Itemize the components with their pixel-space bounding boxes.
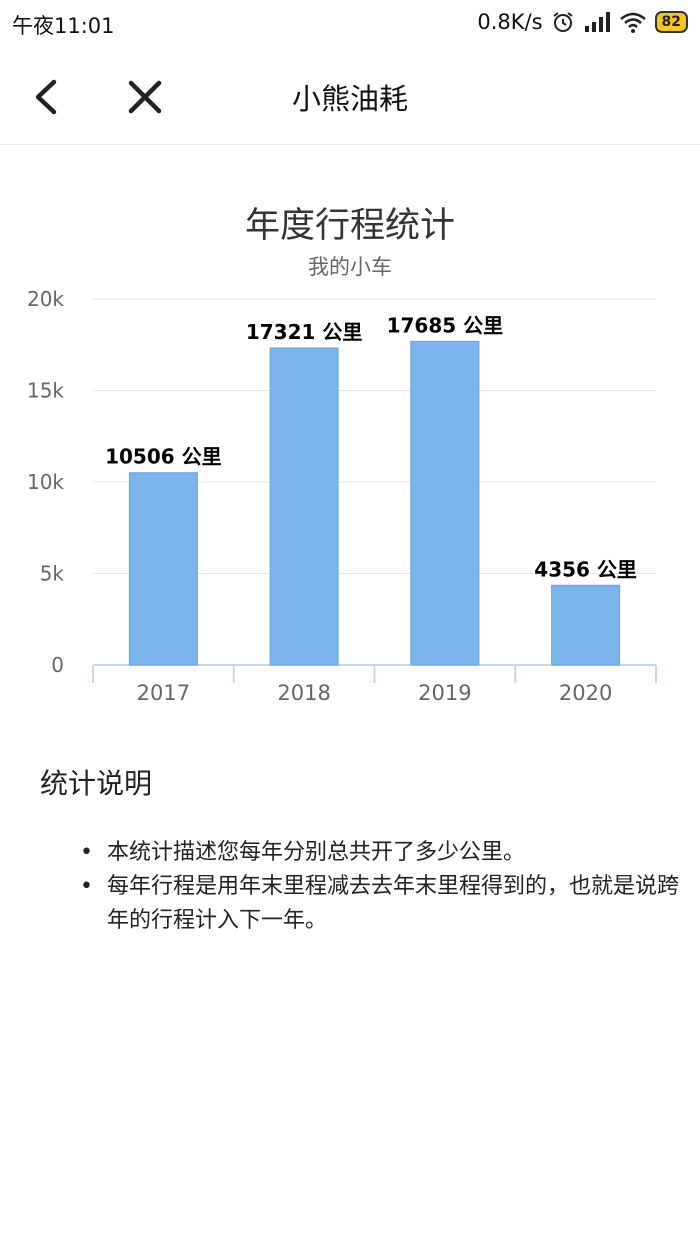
notes-item: • 每年行程是用年末里程减去去年末里程得到的，也就是说跨年的行程计入下一年。 xyxy=(40,870,680,938)
y-tick-label: 20k xyxy=(27,287,64,311)
bullet-icon: • xyxy=(80,874,93,899)
notes-heading: 统计说明 xyxy=(40,767,153,800)
status-time: 午夜11:01 xyxy=(12,14,115,38)
page-title: 小熊油耗 xyxy=(291,82,408,116)
back-button[interactable] xyxy=(24,74,70,120)
back-arrow-icon xyxy=(35,79,57,115)
bar xyxy=(410,340,480,666)
bar xyxy=(269,347,339,666)
alarm-icon xyxy=(552,12,573,32)
y-tick-label: 15k xyxy=(27,379,64,403)
notes-item-text: 本统计描述您每年分别总共开了多少公里。 xyxy=(107,840,526,865)
battery-icon: 82 xyxy=(654,11,688,33)
bullet-icon: • xyxy=(80,840,93,865)
x-tick-label: 2018 xyxy=(277,681,330,705)
y-tick-label: 5k xyxy=(40,562,65,586)
bar xyxy=(128,472,198,666)
chart-subtitle: 我的小车 xyxy=(308,255,392,279)
y-tick-label: 0 xyxy=(51,653,64,677)
data-label: 4356 公里 xyxy=(534,557,637,581)
notes-item: • 本统计描述您每年分别总共开了多少公里。 xyxy=(40,836,680,870)
wifi-icon xyxy=(619,12,646,33)
x-tick-label: 2020 xyxy=(559,681,612,705)
app-header: 小熊油耗 xyxy=(0,48,700,145)
bar-chart: 0 5k 10k 15k 20k 10506 公里 2017 17321 公里 2018 1768… xyxy=(27,287,657,705)
status-bar: 午夜11:01 0.8K/s 82 xyxy=(0,0,700,48)
chart-title: 年度行程统计 xyxy=(244,206,455,246)
y-tick-label: 10k xyxy=(27,470,64,494)
signal-icon xyxy=(584,12,610,32)
x-tick-label: 2019 xyxy=(418,681,471,705)
close-button[interactable] xyxy=(122,74,168,120)
status-icons: 0.8K/s 82 xyxy=(477,10,688,34)
notes-list: • 本统计描述您每年分别总共开了多少公里。 • 每年行程是用年末里程减去去年末里程得… xyxy=(40,836,680,938)
data-label: 17685 公里 xyxy=(387,313,504,337)
chart-area: 年度行程统计 我的小车 0 5k 10k 15k 20k 10506 公里 2017 1732… xyxy=(0,145,700,725)
data-label: 17321 公里 xyxy=(246,320,363,344)
net-speed: 0.8K/s xyxy=(477,10,543,34)
notes-section: 统计说明 • 本统计描述您每年分别总共开了多少公里。 • 每年行程是用年末里程减去去… xyxy=(40,762,680,938)
bar xyxy=(551,584,621,666)
close-icon xyxy=(128,80,162,114)
data-label: 10506 公里 xyxy=(105,445,222,469)
x-tick-label: 2017 xyxy=(137,681,190,705)
notes-item-text: 每年行程是用年末里程减去去年末里程得到的，也就是说跨年的行程计入下一年。 xyxy=(107,874,680,933)
